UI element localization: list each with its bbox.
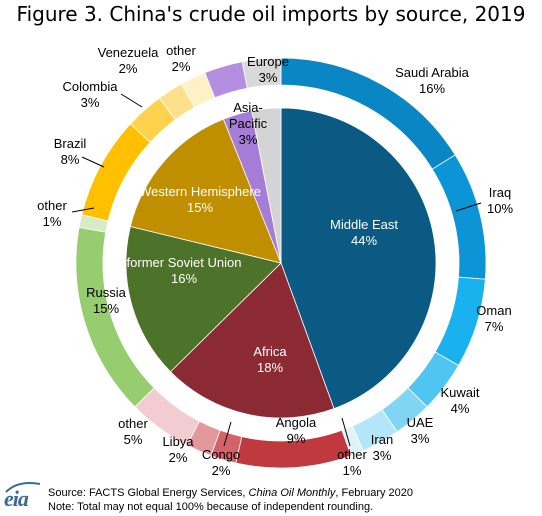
outer-label-other-10: other 5% [118,416,148,447]
outer-label-colombia-14: Colombia 3% [63,79,119,110]
source-note: Source: FACTS Global Energy Services, Ch… [48,487,413,499]
inner-pie [125,107,437,419]
outer-label-brazil-13-line-1: 8% [61,152,80,167]
outer-label-other-16: other 2% [166,43,196,74]
outer-label-congo-8-line-1: 2% [212,463,231,478]
inner-label-western-hemisphere: Western Hemisphere 15% [139,184,261,215]
outer-label-libya-9: Libya 2% [162,434,194,465]
inner-label-middle-east-line-1: 44% [351,233,377,248]
outer-label-venezuela-15-line-1: 2% [119,61,138,76]
inner-label-former-soviet-union-line-0: former Soviet Union [127,255,242,270]
leader-line-congo-8 [223,421,232,447]
inner-label-former-soviet-union: former Soviet Union 16% [127,255,242,286]
outer-label-uae-4-line-0: UAE [407,415,434,430]
inner-label-europe-line-1: 3% [259,70,278,85]
outer-label-congo-8-line-0: Congo [202,447,240,462]
outer-label-congo-8: Congo 2% [202,447,240,478]
inner-label-middle-east-line-0: Middle East [330,217,398,232]
inner-label-asia-pacific-line-1: Pacific [229,116,268,131]
outer-label-other-10-line-1: 5% [124,432,143,447]
outer-label-uae-4: UAE 3% [407,415,434,446]
leader-line-other-6 [341,417,351,447]
outer-label-saudi-arabia-0-line-1: 16% [419,81,445,96]
outer-label-iran-5-line-1: 3% [373,448,392,463]
outer-label-angola-7-line-1: 9% [287,431,306,446]
inner-slice-europe-5 [251,107,282,264]
inner-label-africa-line-0: Africa [253,344,287,359]
outer-slice-europe-18 [241,57,282,89]
outer-label-other-6: other 1% [337,447,367,478]
inner-label-europe-line-0: Europe [247,54,289,69]
leader-line-other-12 [71,207,95,213]
inner-slice-former-soviet-union-2 [125,225,282,373]
outer-label-colombia-14-line-1: 3% [81,95,100,110]
outer-label-oman-2-line-1: 7% [485,319,504,334]
outer-label-other-12: other 1% [37,198,67,229]
outer-slice-iraq-1 [431,154,487,280]
outer-label-brazil-13-line-0: Brazil [54,136,87,151]
inner-label-western-hemisphere-line-0: Western Hemisphere [139,184,261,199]
inner-slice-middle-east-0 [280,107,437,410]
outer-label-iraq-1-line-0: Iraq [489,185,511,200]
source-publication: China Oil Monthly [248,487,336,499]
leader-line-brazil-13 [81,156,105,168]
outer-label-venezuela-15-line-0: Venezuela [98,45,159,60]
outer-label-other-6-line-0: other [337,447,367,462]
outer-label-angola-7: Angola 9% [276,415,317,446]
outer-label-libya-9-line-1: 2% [169,450,188,465]
inner-label-europe: Europe 3% [247,54,289,85]
outer-label-other-16-line-1: 2% [172,59,191,74]
outer-label-iraq-1-line-1: 10% [487,201,513,216]
outer-label-iran-5: Iran 3% [371,432,393,463]
inner-label-former-soviet-union-line-1: 16% [171,271,197,286]
source-prefix: Source: FACTS Global Energy Services, [48,487,249,499]
inner-slice-africa-1 [169,262,335,419]
outer-label-uae-4-line-1: 3% [411,431,430,446]
outer-label-other-10-line-0: other [118,416,148,431]
outer-label-russia-11-line-0: Russia [86,285,127,300]
leader-line-iraq-1 [455,202,482,212]
eia-logo: eia [4,486,29,511]
inner-slice-western-hemisphere-3 [129,118,282,264]
outer-label-other-16-line-0: other [166,43,196,58]
outer-label-iran-5-line-0: Iran [371,432,393,447]
outer-label-kuwait-3-line-0: Kuwait [440,385,479,400]
outer-slice-oman-2 [434,276,486,367]
outer-label-other-12-line-0: other [37,198,67,213]
outer-label-kuwait-3: Kuwait 4% [440,385,479,416]
outer-ring [75,57,487,469]
inner-label-asia-pacific-line-2: 3% [239,132,258,147]
outer-label-saudi-arabia-0: Saudi Arabia 16% [395,65,469,96]
inner-label-asia-pacific: Asia-Pacific 3% [229,100,268,147]
inner-label-africa: Africa 18% [253,344,287,375]
outer-label-colombia-14-line-0: Colombia [63,79,119,94]
inner-label-middle-east: Middle East 44% [330,217,398,248]
leader-line-colombia-14 [120,93,143,108]
outer-label-libya-9-line-0: Libya [162,434,194,449]
outer-label-other-6-line-1: 1% [343,463,362,478]
outer-label-other-12-line-1: 1% [43,214,62,229]
outer-label-kuwait-3-line-1: 4% [451,401,470,416]
inner-label-western-hemisphere-line-1: 15% [187,200,213,215]
outer-label-brazil-13: Brazil 8% [54,136,87,167]
outer-label-venezuela-15: Venezuela 2% [98,45,159,76]
rounding-note: Note: Total may not equal 100% because o… [48,501,374,513]
outer-label-oman-2: Oman 7% [476,303,511,334]
chart-title: Figure 3. China's crude oil imports by s… [16,2,526,26]
outer-label-russia-11: Russia 15% [86,285,127,316]
slice-labels: Middle East 44% Africa 18% former Soviet Uni… [37,43,513,478]
outer-label-russia-11-line-1: 15% [93,301,119,316]
source-suffix: , February 2020 [335,487,414,499]
outer-label-iraq-1: Iraq 10% [487,185,513,216]
outer-label-angola-7-line-0: Angola [276,415,317,430]
outer-label-oman-2-line-0: Oman [476,303,511,318]
inner-label-africa-line-1: 18% [257,360,283,375]
inner-label-asia-pacific-line-0: Asia- [233,100,263,115]
outer-label-saudi-arabia-0-line-0: Saudi Arabia [395,65,469,80]
eia-logo-swoosh [5,482,41,493]
